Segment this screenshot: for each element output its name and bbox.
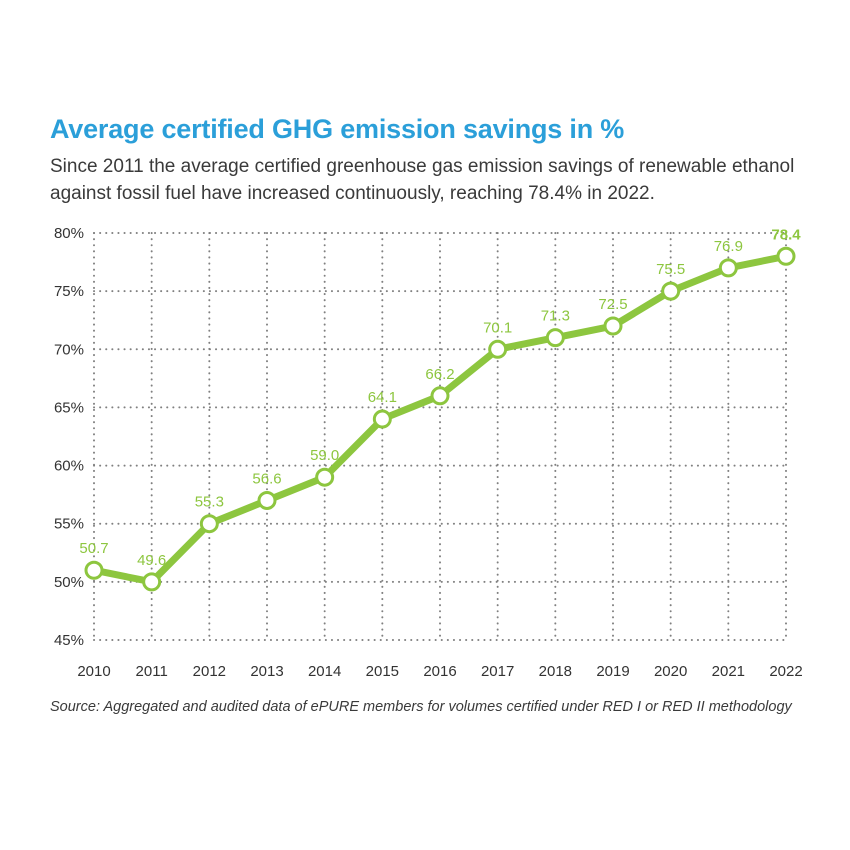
data-label: 50.7 — [79, 540, 108, 557]
data-label: 75.5 — [656, 261, 685, 278]
grid-layer — [93, 232, 787, 641]
x-axis-ticks: 2010 2011 2012 2013 2014 2015 2016 2017 2018 2019… — [77, 663, 802, 680]
x-tick-label: 2011 — [136, 663, 168, 680]
y-axis-ticks: 45% 50% 55% 60% 65% 70% 75% 80% — [54, 225, 84, 649]
x-tick-label: 2014 — [308, 663, 341, 680]
data-point — [199, 514, 219, 534]
y-tick-label: 75% — [54, 283, 84, 300]
data-point — [315, 467, 335, 487]
x-tick-label: 2019 — [596, 663, 629, 680]
data-point — [776, 246, 796, 266]
data-label: 64.1 — [368, 389, 397, 406]
data-label: 59.0 — [310, 447, 339, 464]
data-point — [718, 258, 738, 278]
data-label: 70.1 — [483, 319, 512, 336]
y-tick-label: 55% — [54, 516, 84, 533]
data-label: 78.4 — [771, 226, 801, 243]
chart-subtitle: Since 2011 the average certified greenho… — [50, 156, 795, 204]
x-tick-label: 2018 — [539, 663, 572, 680]
x-tick-label: 2020 — [654, 663, 687, 680]
x-tick-label: 2015 — [366, 663, 399, 680]
x-tick-label: 2021 — [712, 663, 745, 680]
data-points-layer — [84, 246, 796, 592]
data-labels-layer: 50.7 49.6 55.3 56.6 59.0 64.1 66.2 70.1 71.3 72.5… — [79, 226, 801, 569]
data-label: 71.3 — [541, 308, 570, 325]
data-label: 56.6 — [252, 470, 281, 487]
y-tick-label: 45% — [54, 632, 84, 649]
x-tick-label: 2016 — [423, 663, 456, 680]
x-tick-label: 2017 — [481, 663, 514, 680]
data-point — [661, 281, 681, 301]
data-point — [142, 572, 162, 592]
source-note: Source: Aggregated and audited data of e… — [50, 699, 792, 715]
data-label: 72.5 — [598, 296, 627, 313]
x-tick-label: 2022 — [769, 663, 802, 680]
chart-title: Average certified GHG emission savings i… — [50, 114, 625, 144]
y-tick-label: 60% — [54, 458, 84, 475]
x-tick-label: 2010 — [77, 663, 110, 680]
data-label: 55.3 — [195, 494, 224, 511]
y-tick-label: 80% — [54, 225, 84, 242]
x-tick-label: 2012 — [193, 663, 226, 680]
data-label: 49.6 — [137, 552, 166, 569]
data-point — [372, 409, 392, 429]
series-line-layer — [90, 252, 790, 586]
data-point — [257, 490, 277, 510]
data-point — [603, 316, 623, 336]
data-point — [545, 328, 565, 348]
y-tick-label: 65% — [54, 399, 84, 416]
data-point — [84, 560, 104, 580]
data-point — [430, 386, 450, 406]
x-tick-label: 2013 — [250, 663, 283, 680]
y-tick-label: 50% — [54, 574, 84, 591]
data-point — [488, 339, 508, 359]
y-tick-label: 70% — [54, 341, 84, 358]
data-label: 76.9 — [714, 238, 743, 255]
series-line — [90, 252, 790, 586]
data-label: 66.2 — [425, 366, 454, 383]
